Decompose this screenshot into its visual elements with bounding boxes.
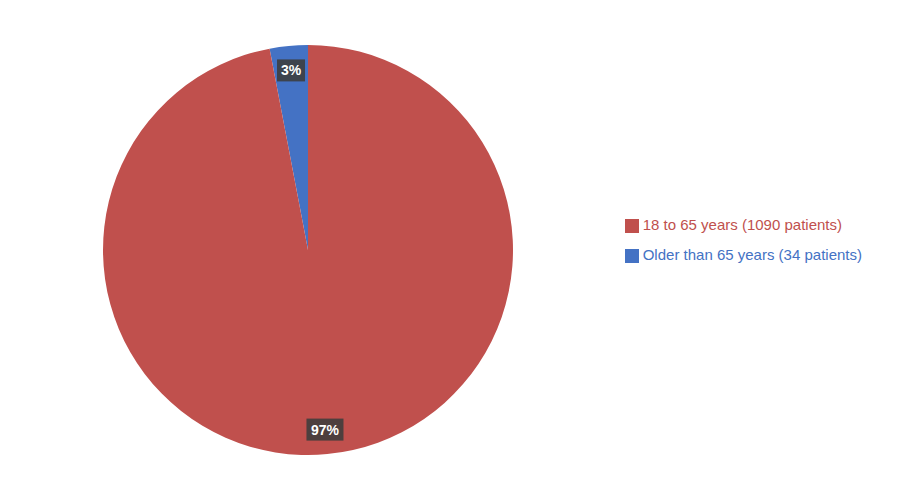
html-text:Older than 65 years (34 patien: Older than 65 years (34 patients) <box>642 246 862 263</box>
svg-text:97%: 97% <box>311 422 340 438</box>
svg-text:3%: 3% <box>281 62 302 78</box>
html-text:18 to 65 years (1090 patients): 18 to 65 years (1090 patients) <box>642 216 842 233</box>
